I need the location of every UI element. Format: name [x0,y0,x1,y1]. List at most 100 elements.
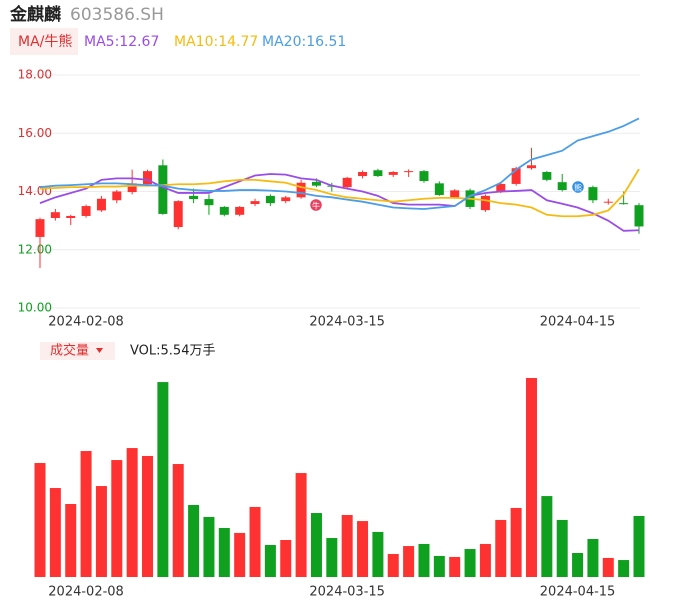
candle-body [281,197,291,202]
candle-body [496,183,506,193]
volume-bar [126,448,138,577]
volume-bar [525,378,537,577]
candle-body [419,171,429,182]
candle-body [158,165,168,214]
volume-bar [249,506,261,577]
volume-bar [618,560,630,577]
volume-bar [80,451,92,577]
indicator-label[interactable]: MA/牛熊 [18,34,72,50]
candle-body [373,170,383,177]
volume-bar [341,514,353,577]
volume-bar [541,496,553,577]
volume-bar [172,464,184,577]
legend-entry: MA5:12.67 [84,34,159,50]
x-tick-label: 2024-02-08 [48,315,124,330]
volume-bar [280,539,292,577]
volume-bar [234,532,246,577]
volume-bar [449,556,461,577]
candle-body [542,171,552,180]
volume-bar [326,538,338,577]
volume-bar [218,527,230,577]
volume-bar [34,463,46,577]
candle-body [189,195,199,200]
signal-badge [570,179,586,195]
volume-bar [572,552,584,577]
candle-body [81,206,91,216]
ma-line [39,117,640,210]
volume-bar [403,546,415,577]
volume-bar [418,543,430,577]
candle-body [342,177,352,188]
candle-body [112,191,122,201]
candle-body [480,195,490,211]
volume-bar [510,507,522,577]
volume-bar [49,488,61,577]
x-tick-label: 2024-03-15 [309,585,385,600]
x-tick-label: 2024-04-15 [540,315,616,330]
ma-line [39,168,640,218]
volume-bar [495,519,507,577]
volume-bar [111,460,123,577]
candle-body [557,182,567,191]
volume-bar [188,504,200,577]
y-tick-label: 12.00 [18,242,52,256]
stock-code: 603586.SH [70,5,164,25]
indicator-tab[interactable] [10,28,78,55]
candle-body [588,187,598,201]
candle-body [634,205,644,227]
candle-body [526,165,536,169]
volume-bar [387,553,399,577]
volume-bar [587,539,599,577]
y-tick-label: 18.00 [18,68,52,82]
volume-bar [157,382,169,577]
ma-line [39,173,640,232]
x-tick-label: 2024-03-15 [309,315,385,330]
volume-text: VOL:5.54万手 [130,344,215,359]
dropdown-arrow[interactable] [96,348,103,353]
volume-bar [295,473,307,577]
candle-body [219,206,229,215]
x-tick-label: 2024-04-15 [540,585,616,600]
candle-body [358,171,368,177]
legend-entry: MA20:16.51 [262,34,346,50]
candle-body [388,171,398,175]
stock-name: 金麒麟 [9,4,62,25]
candle-body [50,212,60,219]
candle-body [450,190,460,198]
volume-bar [464,549,476,577]
volume-bar [602,557,614,577]
candle-body [235,206,245,215]
candle-body [511,168,521,184]
candle-body [434,183,444,195]
candle-body [66,215,76,219]
candle-body [311,181,321,186]
volume-bar [95,486,107,577]
y-tick-label: 16.00 [18,126,52,140]
candle-body [619,203,629,205]
candle-body [96,198,106,211]
candle-body [204,199,214,206]
candle-body [404,171,414,173]
volume-label[interactable]: 成交量 [50,343,89,359]
candle-body [296,182,306,198]
candle-body [127,183,137,193]
signal-label: 熊 [574,183,582,193]
legend-entry: MA10:14.77 [174,34,258,50]
volume-bar [633,515,645,577]
volume-bar [479,543,491,577]
volume-tab[interactable] [40,342,115,360]
signal-label: 牛 [312,201,320,211]
candle-body [250,201,260,205]
y-tick-label: 10.00 [18,301,52,315]
candle-body [143,171,153,185]
volume-bar [357,521,369,577]
candle-body [173,201,183,228]
volume-bar [142,455,154,577]
candle-body [603,201,613,203]
volume-bar [310,513,322,577]
volume-bar [556,519,568,577]
candle-body [265,195,275,204]
volume-bar [372,531,384,577]
volume-bar [65,503,77,577]
